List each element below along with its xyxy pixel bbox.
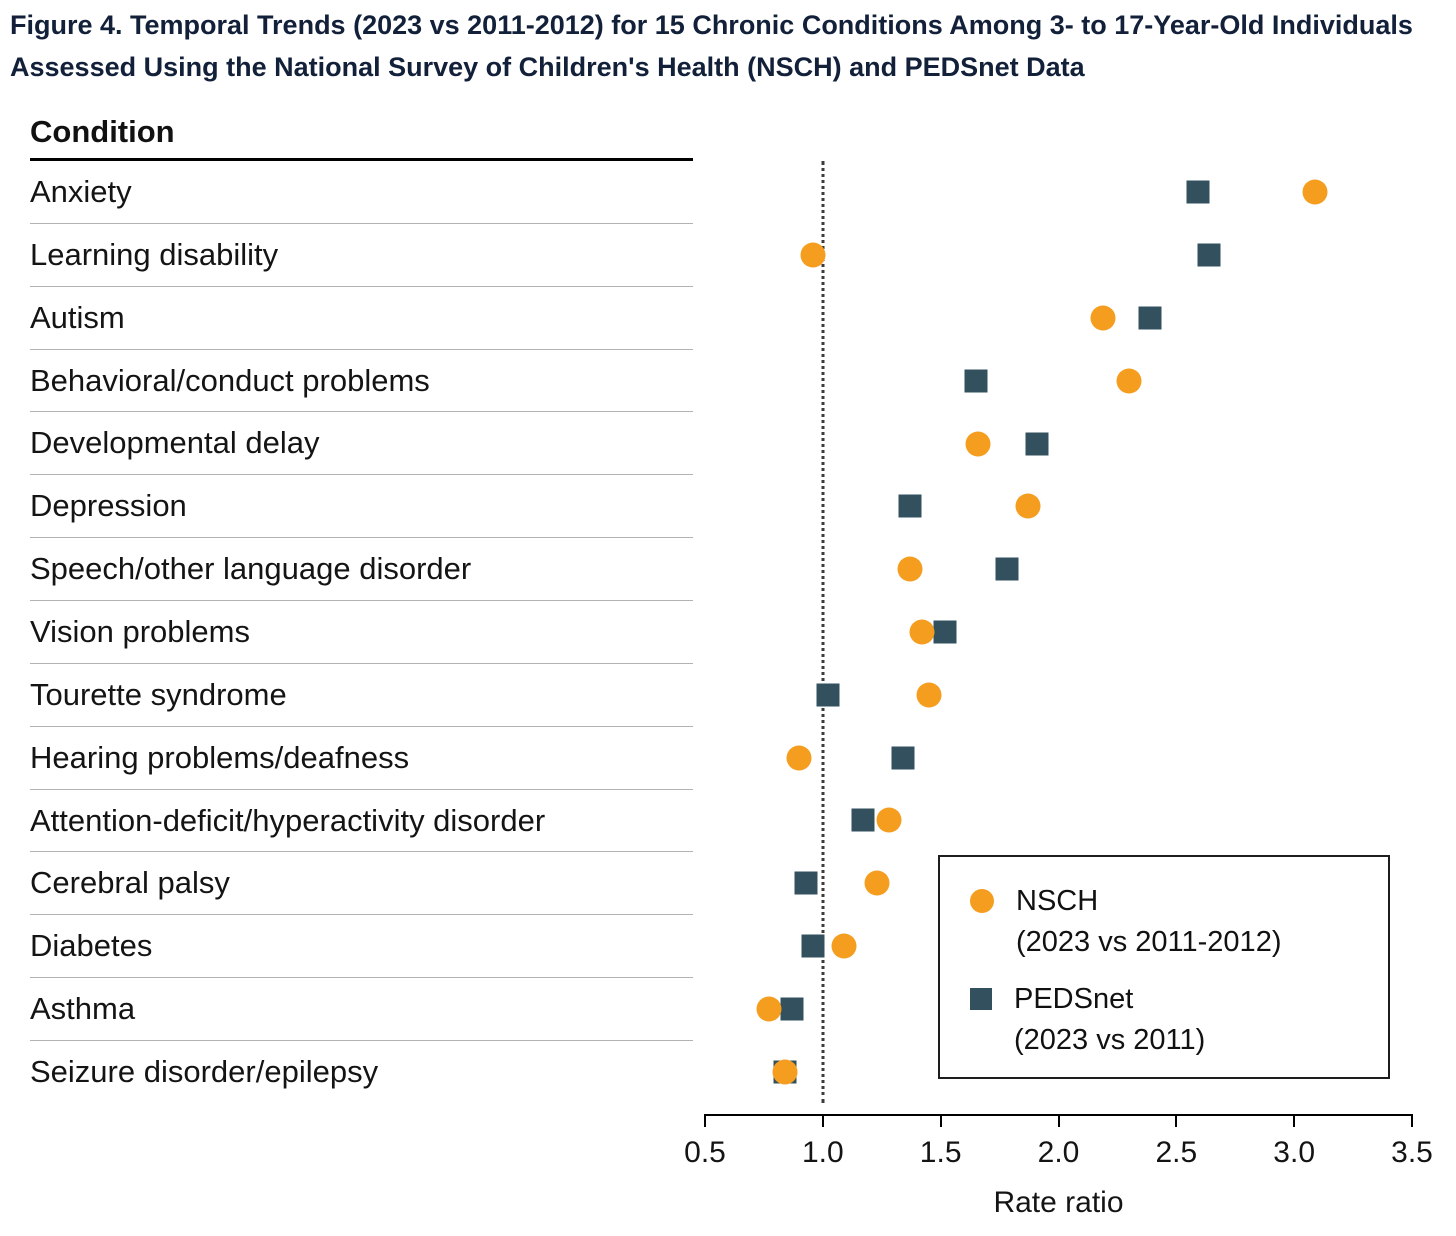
- pedsnet-marker: [1197, 243, 1221, 267]
- nsch-marker: [756, 996, 782, 1022]
- pedsnet-marker: [898, 494, 922, 518]
- x-axis-tick: [1411, 1116, 1413, 1127]
- legend-period-nsch: (2023 vs 2011-2012): [1016, 926, 1282, 958]
- condition-row: Cerebral palsy: [30, 852, 693, 916]
- pedsnet-marker: [891, 746, 915, 770]
- pedsnet-marker: [801, 934, 825, 958]
- condition-column-header: Condition: [30, 105, 693, 161]
- condition-row: Learning disability: [30, 224, 693, 287]
- condition-row: Speech/other language disorder: [30, 538, 693, 602]
- reference-line: [821, 161, 825, 1103]
- condition-row: Anxiety: [30, 161, 693, 224]
- pedsnet-marker: [816, 683, 840, 707]
- condition-row: Depression: [30, 475, 693, 539]
- x-axis: 0.5 1.0 1.5 2.0 2.5 3.0 3.5 Rate ratio: [684, 1114, 1433, 1234]
- condition-row: Attention-deficit/hyperactivity disorder: [30, 790, 693, 853]
- legend-text-pedsnet: PEDSnet (2023 vs 2011): [1014, 979, 1205, 1061]
- x-axis-line: [704, 1114, 1413, 1116]
- x-axis-tick-label: 0.5: [684, 1136, 726, 1169]
- x-axis-tick: [821, 1116, 824, 1127]
- figure-title: Figure 4. Temporal Trends (2023 vs 2011-…: [10, 4, 1452, 88]
- pedsnet-marker: [1025, 432, 1049, 456]
- nsch-marker: [786, 745, 812, 771]
- plot-area: NSCH (2023 vs 2011-2012) PEDSnet (2023 v…: [705, 161, 1412, 1103]
- legend-item-pedsnet: PEDSnet (2023 vs 2011): [970, 979, 1388, 1061]
- markers-layer: [705, 161, 1412, 1103]
- nsch-marker: [1302, 179, 1328, 205]
- nsch-marker: [897, 556, 923, 582]
- pedsnet-marker: [794, 871, 818, 895]
- condition-row: Vision problems: [30, 601, 693, 664]
- legend-label-nsch: NSCH: [1016, 885, 1099, 917]
- legend-label-pedsnet: PEDSnet: [1014, 983, 1134, 1015]
- x-axis-tick: [1293, 1116, 1296, 1127]
- nsch-marker: [916, 682, 942, 708]
- pedsnet-marker: [995, 557, 1019, 581]
- nsch-marker: [772, 1059, 798, 1085]
- x-axis-tick-label: 3.0: [1273, 1136, 1316, 1169]
- nsch-marker: [1015, 493, 1041, 519]
- pedsnet-marker: [851, 808, 875, 832]
- x-axis-tick-label: 2.5: [1155, 1136, 1198, 1169]
- x-axis-tick: [939, 1116, 942, 1127]
- pedsnet-marker: [780, 997, 804, 1021]
- x-axis-tick-label: 3.5: [1391, 1136, 1433, 1169]
- nsch-marker: [800, 242, 826, 268]
- nsch-marker: [965, 431, 991, 457]
- condition-row: Developmental delay: [30, 412, 693, 476]
- condition-rows: Anxiety Learning disability Autism Behavior…: [30, 161, 693, 1103]
- legend: NSCH (2023 vs 2011-2012) PEDSnet (2023 v…: [938, 855, 1390, 1079]
- nsch-marker: [864, 870, 890, 896]
- condition-row: Autism: [30, 287, 693, 350]
- nsch-marker: [1116, 368, 1142, 394]
- condition-column: Condition Anxiety Learning disability Auti…: [30, 105, 693, 1103]
- nsch-marker: [831, 933, 857, 959]
- x-axis-tick-label: 2.0: [1037, 1136, 1080, 1169]
- legend-item-nsch: NSCH (2023 vs 2011-2012): [970, 881, 1388, 963]
- pedsnet-marker: [1186, 180, 1210, 204]
- figure-title-line-2: Assessed Using the National Survey of Ch…: [10, 52, 1085, 82]
- x-axis-tick-label: 1.0: [801, 1136, 844, 1169]
- x-axis-tick: [704, 1116, 706, 1127]
- condition-row: Diabetes: [30, 915, 693, 979]
- nsch-marker: [1090, 305, 1116, 331]
- condition-row: Hearing problems/deafness: [30, 727, 693, 790]
- condition-row: Tourette syndrome: [30, 664, 693, 727]
- x-axis-label: Rate ratio: [993, 1186, 1124, 1219]
- x-axis-tick: [1175, 1116, 1178, 1127]
- legend-text-nsch: NSCH (2023 vs 2011-2012): [1016, 881, 1281, 963]
- condition-row: Seizure disorder/epilepsy: [30, 1053, 379, 1089]
- condition-row: Behavioral/conduct problems: [30, 350, 693, 413]
- pedsnet-square-icon: [970, 988, 992, 1010]
- pedsnet-marker: [964, 369, 988, 393]
- nsch-marker: [876, 807, 902, 833]
- legend-period-pedsnet: (2023 vs 2011): [1014, 1024, 1206, 1056]
- nsch-circle-icon: [970, 889, 994, 913]
- pedsnet-marker: [933, 620, 957, 644]
- x-axis-tick: [1057, 1116, 1060, 1127]
- condition-row: Asthma: [30, 978, 693, 1042]
- nsch-marker: [909, 619, 935, 645]
- x-axis-tick-label: 1.5: [919, 1136, 962, 1169]
- figure-title-line-1: Figure 4. Temporal Trends (2023 vs 2011-…: [10, 10, 1413, 40]
- pedsnet-marker: [1138, 306, 1162, 330]
